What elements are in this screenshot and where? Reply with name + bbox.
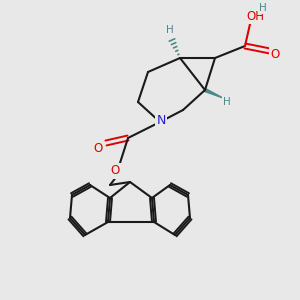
Text: H: H [166, 25, 174, 35]
Text: N: N [156, 113, 166, 127]
Text: H: H [259, 3, 267, 13]
Text: OH: OH [246, 10, 264, 22]
Text: O: O [110, 164, 120, 178]
Text: O: O [93, 142, 103, 154]
Text: H: H [223, 97, 231, 107]
Text: O: O [270, 47, 280, 61]
Polygon shape [204, 88, 223, 98]
